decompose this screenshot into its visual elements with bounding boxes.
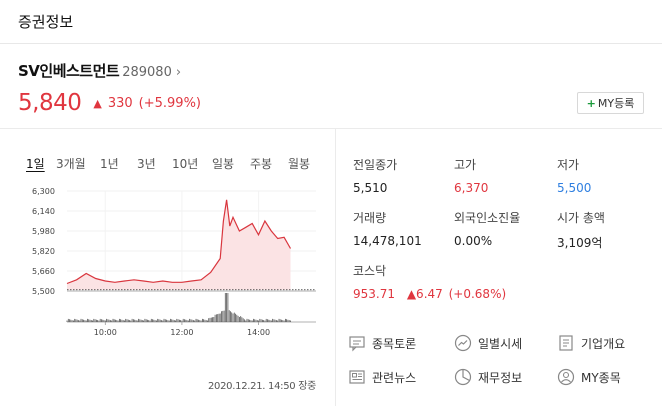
y-axis: 6,300 6,140 5,980 5,820 5,660 5,500	[32, 187, 55, 296]
current-price: 5,840	[18, 90, 82, 116]
tab-10y[interactable]: 10년	[172, 157, 199, 171]
y-tick-label: 5,500	[32, 287, 55, 296]
link-company-overview[interactable]: 기업개요	[557, 334, 625, 352]
tab-monthly[interactable]: 월봉	[288, 157, 311, 171]
stat-label: 저가	[557, 158, 580, 172]
link-daily-price[interactable]: 일별시세	[454, 334, 522, 352]
news-icon	[349, 370, 365, 384]
person-icon	[557, 368, 575, 386]
y-tick-label: 5,980	[32, 227, 55, 236]
divider	[0, 128, 662, 129]
stock-title[interactable]: SV인베스트먼트 289080 ›	[18, 60, 181, 80]
index-change-percent: (+0.68%)	[448, 287, 507, 301]
stat-value: 14,478,101	[353, 234, 422, 248]
stat-label: 고가	[454, 158, 477, 172]
stock-name[interactable]: SV인베스트먼트	[18, 62, 120, 80]
index-change: ▲6.47	[406, 287, 443, 301]
link-discussion[interactable]: 종목토론	[348, 334, 416, 352]
price-line	[66, 199, 292, 285]
volume-bars	[66, 293, 291, 322]
link-financials[interactable]: 재무정보	[454, 368, 522, 386]
link-news[interactable]: 관련뉴스	[348, 368, 416, 386]
document-icon	[559, 335, 573, 351]
stat-foreign-ratio: 외국인소진율 0.00%	[454, 209, 520, 248]
pie-chart-icon	[454, 368, 472, 386]
stat-volume: 거래량 14,478,101	[353, 209, 422, 248]
stock-code[interactable]: 289080	[122, 65, 172, 80]
intraday-chart: 6,300 6,140 5,980 5,820 5,660 5,500 10:00 12:0…	[32, 187, 316, 337]
link-label: 일별시세	[478, 336, 523, 351]
tab-1y[interactable]: 1년	[100, 157, 119, 171]
tab-weekly[interactable]: 주봉	[250, 157, 273, 171]
add-my-stock-button[interactable]: + MY등록	[577, 92, 644, 114]
price-change: 330	[107, 95, 133, 111]
index-row: 953.71 ▲6.47 (+0.68%)	[353, 287, 506, 301]
y-tick-label: 5,660	[32, 267, 55, 276]
stat-label: 시가 총액	[557, 211, 605, 225]
stat-high: 고가 6,370	[454, 156, 488, 195]
trend-icon	[454, 334, 472, 352]
tab-3y[interactable]: 3년	[137, 157, 156, 171]
discussion-icon	[349, 336, 365, 352]
y-tick-label: 6,300	[32, 187, 55, 196]
price-row: 5,840 ▲ 330 (+5.99%)	[18, 88, 201, 118]
link-label: 종목토론	[372, 336, 417, 351]
stat-low: 저가 5,500	[557, 156, 591, 195]
price-change-percent: (+5.99%)	[138, 95, 201, 111]
x-tick-label: 10:00	[94, 328, 117, 337]
tab-3m[interactable]: 3개월	[56, 157, 86, 171]
y-tick-label: 6,140	[32, 207, 55, 216]
plus-icon: +	[586, 96, 596, 110]
link-label: 관련뉴스	[372, 370, 417, 385]
up-arrow-icon: ▲	[93, 96, 102, 110]
tab-1d[interactable]: 1일	[26, 157, 45, 171]
stat-value: 5,500	[557, 181, 592, 195]
index-kosdaq: 코스닥 953.71 ▲6.47 (+0.68%)	[353, 262, 506, 301]
x-tick-label: 12:00	[170, 328, 193, 337]
stat-value: 0.00%	[454, 234, 493, 248]
price-area	[67, 199, 291, 290]
stat-value: 3,109억	[557, 236, 603, 250]
chevron-right-icon[interactable]: ›	[175, 65, 182, 80]
stat-value: 6,370	[454, 181, 489, 195]
divider	[335, 128, 336, 406]
index-label: 코스닥	[353, 264, 387, 278]
stat-label: 거래량	[353, 211, 387, 225]
link-label: 재무정보	[478, 370, 523, 385]
stat-market-cap: 시가 총액 3,109억	[557, 209, 605, 251]
link-label: 기업개요	[581, 336, 626, 351]
stat-label: 외국인소진율	[454, 211, 521, 225]
x-tick-label: 14:00	[247, 328, 270, 337]
x-axis: 10:00 12:00 14:00	[94, 322, 270, 337]
index-value: 953.71	[353, 287, 395, 301]
stat-value: 5,510	[353, 181, 388, 195]
link-label: MY종목	[581, 370, 621, 385]
timestamp: 2020.12.21. 14:50 장중	[208, 381, 317, 392]
stat-prev-close: 전일종가 5,510	[353, 156, 397, 195]
add-my-stock-label: MY등록	[597, 97, 635, 110]
header-title: 증권정보	[18, 13, 74, 31]
y-tick-label: 5,820	[32, 247, 55, 256]
tab-daily[interactable]: 일봉	[212, 157, 235, 171]
link-my-stocks[interactable]: MY종목	[557, 368, 621, 386]
stat-label: 전일종가	[353, 158, 398, 172]
header: 증권정보	[0, 0, 662, 44]
